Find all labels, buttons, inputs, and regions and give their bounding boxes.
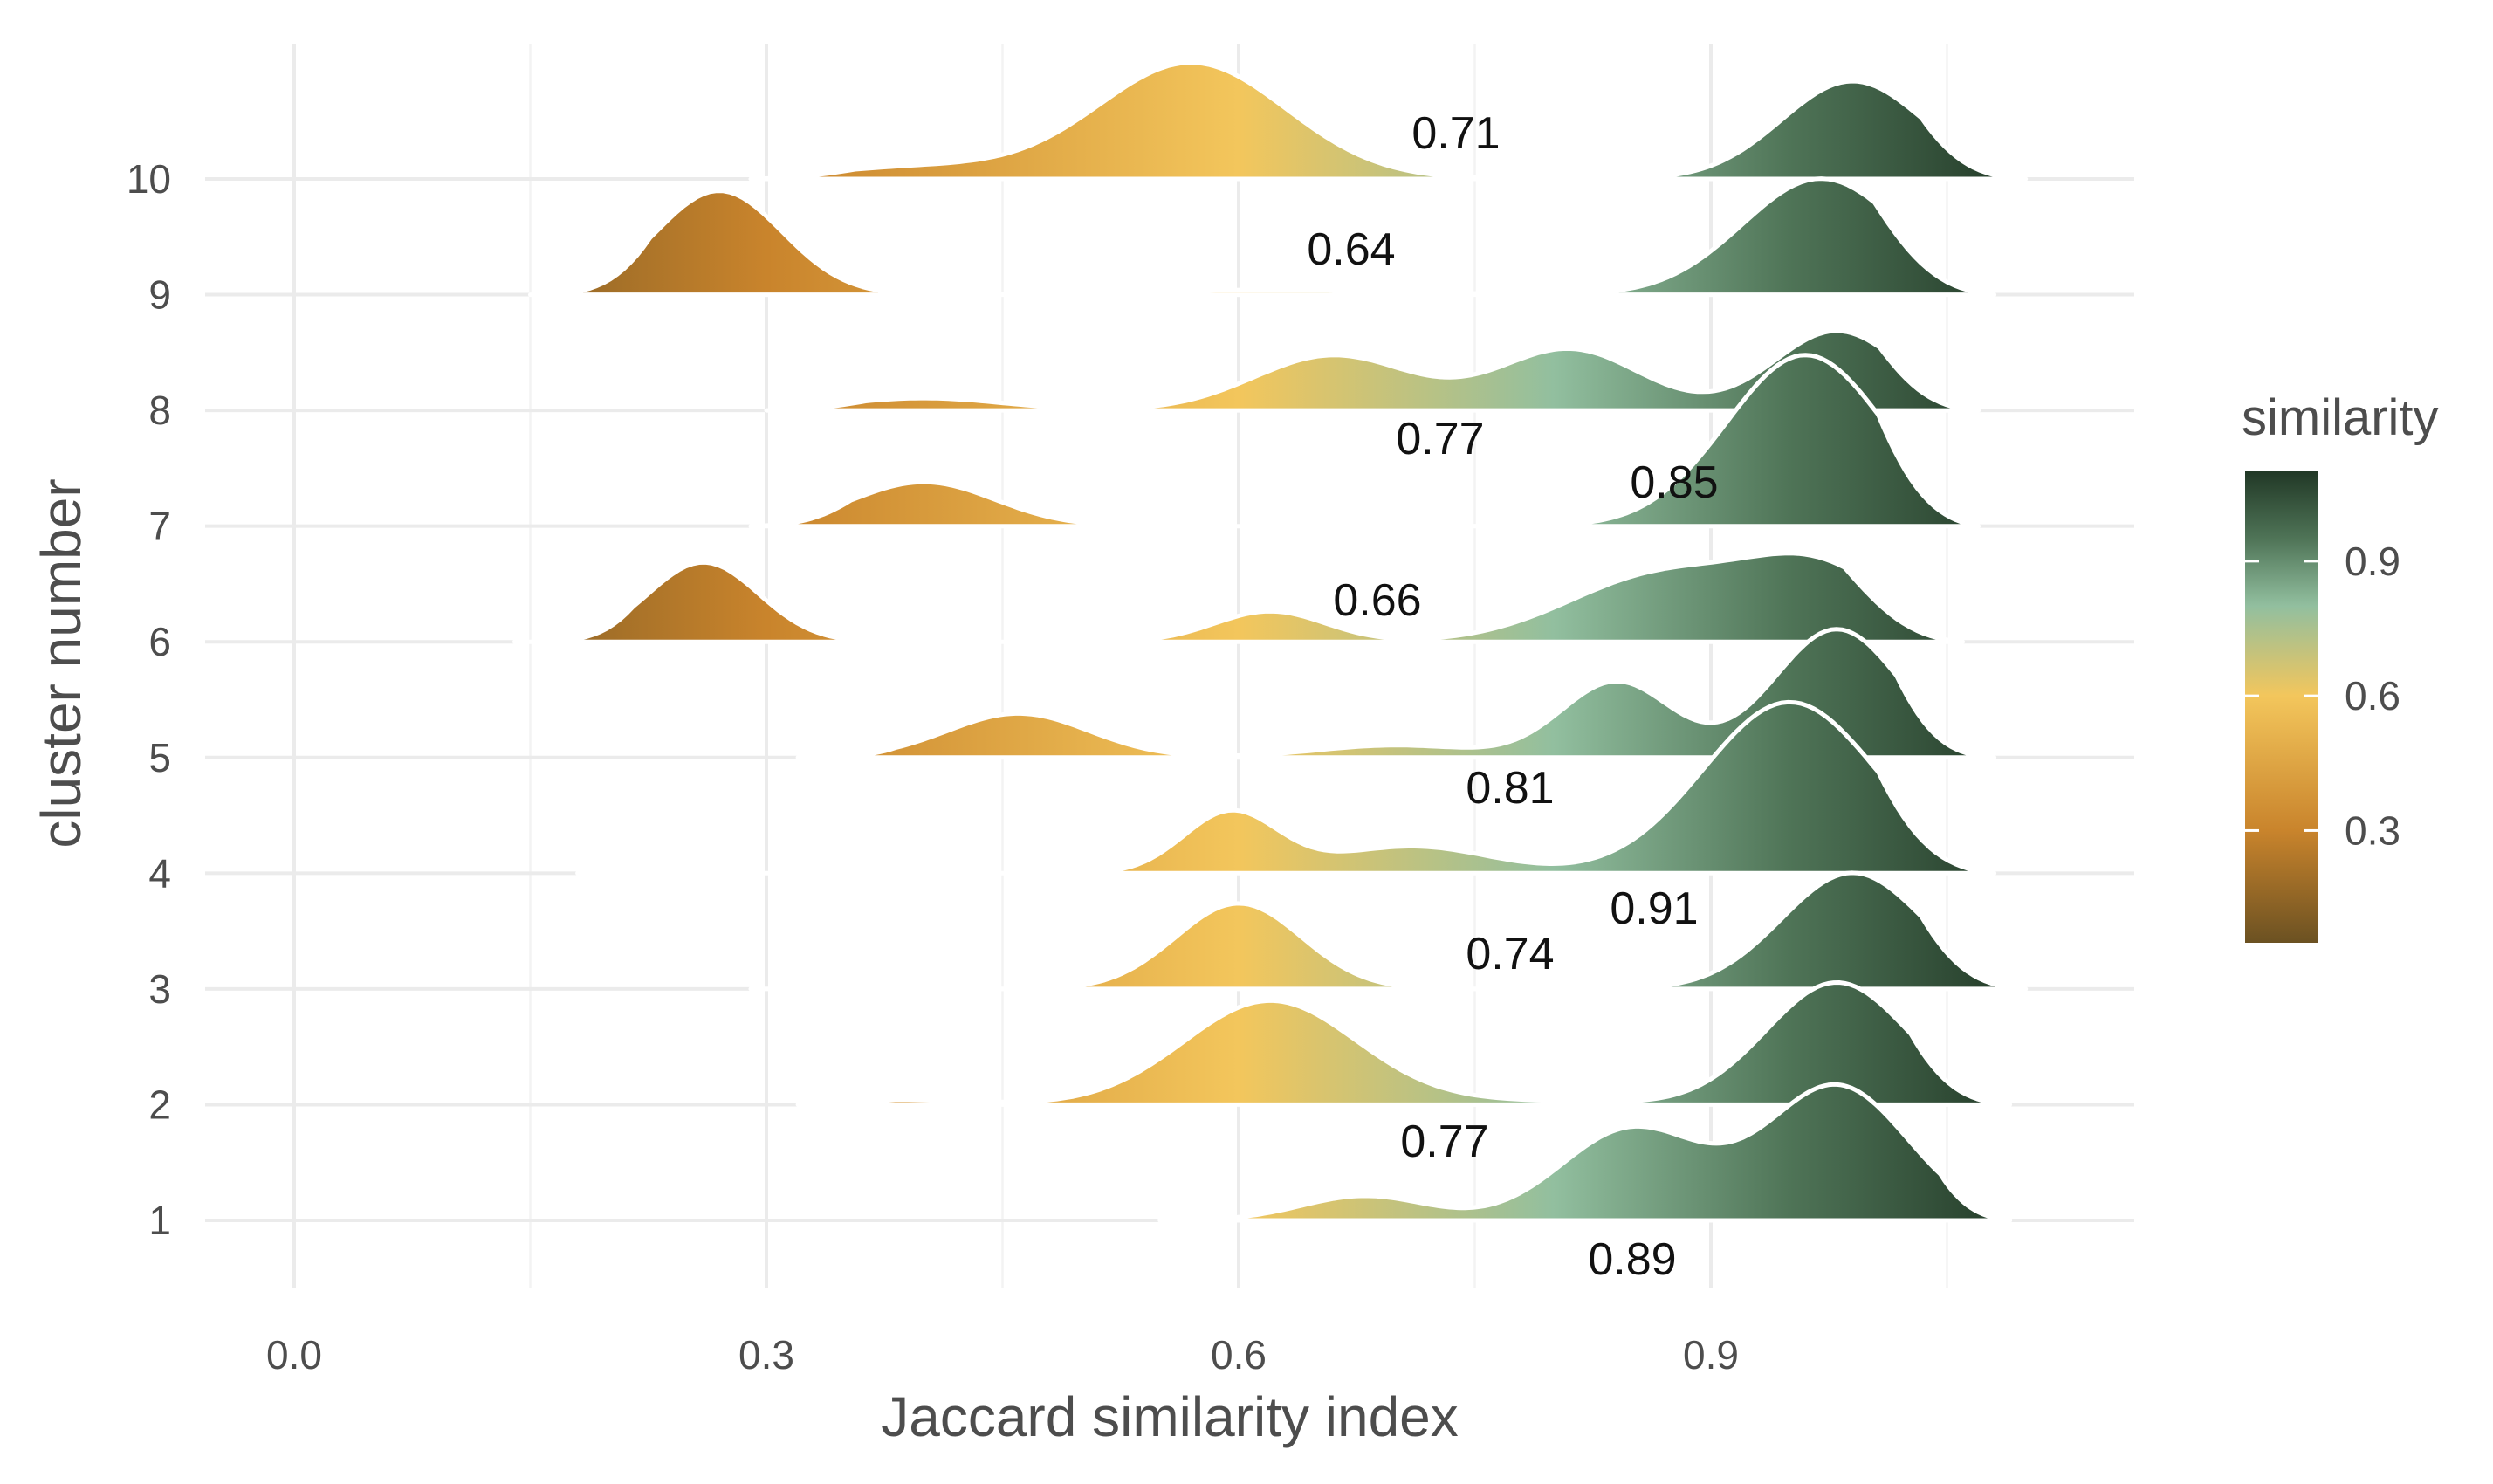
mean-label-cluster-10: 0.71 — [1411, 108, 1500, 159]
legend-tick-label: 0.6 — [2345, 673, 2400, 718]
ridge-cluster-8 — [764, 328, 1981, 413]
y-axis: 1 2 3 4 5 6 7 8 9 10 — [127, 156, 171, 1243]
mean-label-cluster-8: 0.77 — [1396, 414, 1484, 464]
mean-label-cluster-4: 0.91 — [1610, 883, 1698, 934]
ridge-cluster-3 — [748, 870, 2029, 992]
mean-label-cluster-7: 0.85 — [1630, 457, 1718, 508]
legend-colorbar — [2245, 471, 2318, 943]
y-tick-label: 6 — [148, 619, 171, 664]
mean-label-cluster-9: 0.64 — [1307, 224, 1395, 275]
mean-label-cluster-5: 0.81 — [1466, 763, 1554, 814]
ridge-cluster-2 — [795, 980, 2013, 1107]
x-tick-label: 0.0 — [266, 1332, 322, 1378]
y-tick-label: 10 — [127, 156, 171, 202]
mean-labels: 0.89 0.77 0.74 0.91 0.81 0.66 0.85 0.77 0.64 0.71 — [1307, 108, 1718, 1285]
ridge-cluster-7 — [748, 353, 1981, 529]
y-axis-title: cluster number — [30, 478, 93, 848]
legend-tick-label: 0.3 — [2345, 807, 2400, 853]
mean-label-cluster-6: 0.66 — [1333, 575, 1421, 626]
mean-label-cluster-1: 0.89 — [1588, 1234, 1676, 1285]
ridge-cluster-10 — [748, 60, 2029, 182]
ridge-cluster-9 — [528, 176, 1997, 298]
x-tick-label: 0.3 — [738, 1332, 794, 1378]
legend-title: similarity — [2242, 389, 2439, 446]
y-tick-label: 3 — [148, 966, 171, 1012]
ridge-cluster-6 — [512, 551, 1965, 644]
ridge-cluster-5 — [795, 627, 1997, 760]
y-tick-label: 7 — [148, 504, 171, 549]
x-axis: 0.0 0.3 0.6 0.9 — [266, 1332, 1739, 1378]
y-tick-label: 4 — [148, 850, 171, 896]
color-legend: similarity 0.3 0.6 0.9 — [2242, 389, 2439, 943]
mean-label-cluster-3: 0.74 — [1466, 929, 1554, 979]
x-tick-label: 0.6 — [1211, 1332, 1267, 1378]
x-axis-title: Jaccard similarity index — [881, 1385, 1459, 1448]
y-tick-label: 2 — [148, 1082, 171, 1127]
ridge-cluster-4 — [575, 699, 1997, 876]
x-tick-label: 0.9 — [1683, 1332, 1739, 1378]
y-tick-label: 9 — [148, 272, 171, 318]
y-tick-label: 5 — [148, 735, 171, 780]
y-tick-label: 8 — [148, 388, 171, 433]
legend-tick-label: 0.9 — [2345, 539, 2400, 584]
ridge-cluster-1 — [1157, 1082, 2013, 1223]
y-tick-label: 1 — [148, 1198, 171, 1243]
ridges — [512, 60, 2029, 1223]
mean-label-cluster-2: 0.77 — [1400, 1116, 1488, 1167]
